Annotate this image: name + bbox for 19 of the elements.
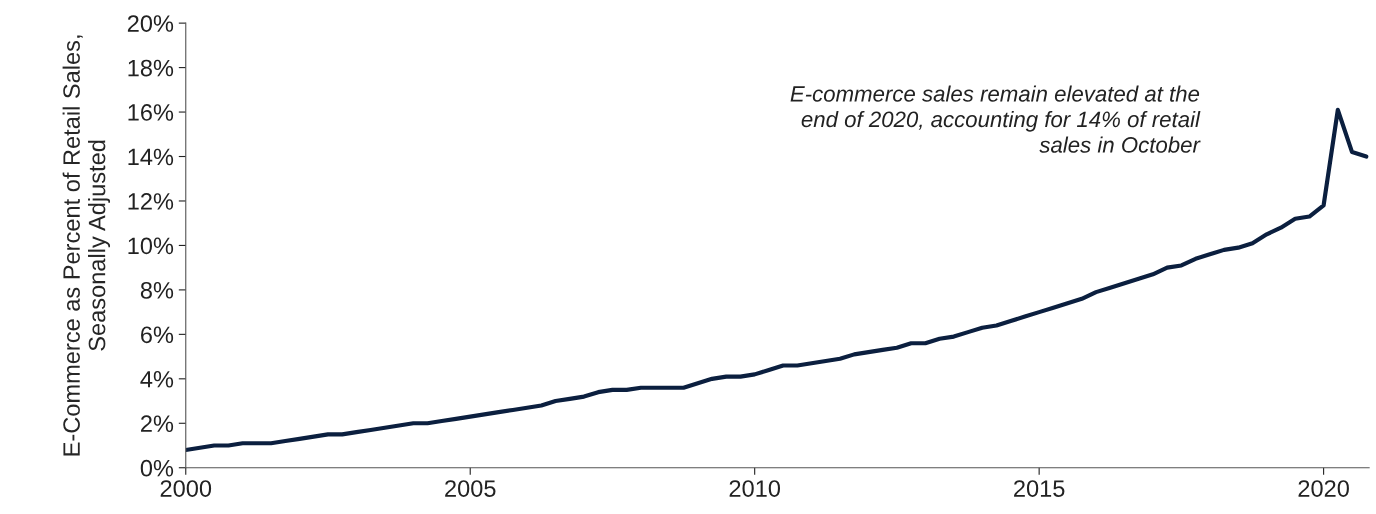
y-tick-label: 14% — [128, 148, 174, 166]
x-tick-label: 2005 — [445, 480, 496, 497]
y-tick-label: 10% — [128, 237, 174, 255]
y-axis-title: E-Commerce as Percent of Retail Sales, Seasonally Adjusted — [62, 35, 111, 456]
y-tick-label: 20% — [127, 15, 174, 32]
x-tick-label: 2015 — [1014, 480, 1065, 497]
y-tick-label: 4% — [140, 370, 174, 388]
annotation: E-commerce sales remain elevated at the end of 2020, accounting for 14% of retail sales in October — [790, 85, 1201, 153]
x-tick-label: 2010 — [729, 480, 781, 497]
line-series — [185, 107, 1369, 453]
y-tick-label: 6% — [141, 326, 174, 344]
x-tick-label: 2000 — [160, 480, 212, 497]
y-tick-label: 0% — [140, 459, 174, 477]
x-tick-label: 2020 — [1298, 480, 1349, 497]
y-tick-label: 12% — [128, 193, 174, 210]
y-tick-label: 16% — [128, 104, 174, 121]
y-tick-label: 8% — [140, 281, 174, 299]
y-tick-label: 18% — [128, 59, 174, 77]
y-tick-label: 2% — [141, 415, 174, 432]
